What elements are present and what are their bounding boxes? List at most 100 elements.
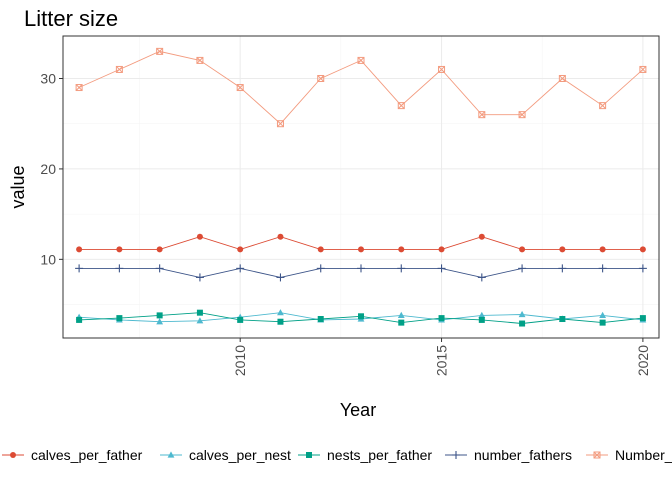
- data-point: [317, 74, 325, 82]
- data-point: [75, 84, 83, 92]
- data-point: [478, 316, 485, 323]
- data-point: [357, 56, 365, 64]
- data-point: [639, 65, 647, 73]
- legend-key-marker: [452, 451, 460, 459]
- data-point: [519, 320, 526, 327]
- data-point: [156, 318, 164, 325]
- data-point: [75, 264, 84, 273]
- data-point: [357, 264, 365, 273]
- data-point: [397, 311, 405, 318]
- data-point: [155, 264, 164, 273]
- data-point: [478, 311, 486, 318]
- x-tick-label: 2010: [232, 345, 248, 376]
- legend-label: calves_per_father: [31, 447, 143, 463]
- data-point: [236, 84, 244, 92]
- data-point: [196, 233, 203, 240]
- data-point: [518, 264, 527, 273]
- data-point: [558, 74, 566, 82]
- data-point: [477, 273, 486, 282]
- data-point: [398, 319, 405, 326]
- data-point: [236, 264, 245, 273]
- data-point: [76, 246, 83, 253]
- data-point: [76, 316, 83, 323]
- data-point: [277, 309, 284, 316]
- data-point: [599, 246, 606, 253]
- y-tick-label: 10: [40, 251, 56, 267]
- data-point: [195, 273, 204, 282]
- x-axis-title: Year: [340, 400, 376, 420]
- data-point: [437, 264, 446, 273]
- data-point: [599, 102, 607, 110]
- data-point: [638, 264, 647, 273]
- legend-item-calves_per_father: calves_per_father: [2, 447, 143, 463]
- data-point: [115, 65, 123, 73]
- data-point: [397, 264, 406, 273]
- data-point: [598, 264, 607, 273]
- data-point: [397, 102, 405, 110]
- data-point: [317, 246, 324, 253]
- x-axis: 2010 2015 2020: [232, 338, 651, 376]
- legend: calves_per_father calves_per_nest nests_pe…: [2, 447, 672, 463]
- data-point: [196, 317, 204, 324]
- data-point: [196, 56, 204, 64]
- x-tick-label: 2015: [434, 345, 450, 376]
- grid-lines: [63, 36, 659, 338]
- legend-label: nests_per_father: [327, 447, 432, 463]
- data-point: [639, 246, 646, 253]
- data-point: [116, 246, 123, 253]
- data-point: [478, 111, 486, 119]
- data-point: [559, 246, 566, 253]
- data-point: [116, 315, 123, 322]
- series-calves_per_father: [76, 233, 646, 253]
- y-axis: 10 20 30: [40, 70, 63, 267]
- data-point: [276, 273, 285, 282]
- series-Number_: [75, 47, 647, 128]
- legend-item-calves_per_nest: calves_per_nest: [160, 447, 291, 463]
- data-point: [276, 120, 284, 128]
- data-point: [518, 111, 526, 119]
- series-layer: [75, 47, 647, 327]
- legend-key-marker: [10, 452, 16, 458]
- y-tick-label: 20: [40, 161, 56, 177]
- legend-label: number_fathers: [474, 447, 572, 463]
- chart-title: Litter size: [24, 6, 118, 31]
- data-point: [639, 315, 646, 322]
- data-point: [316, 264, 325, 273]
- data-point: [115, 264, 124, 273]
- panel-border: [62, 35, 660, 339]
- legend-item-Number_: Number_: [586, 447, 672, 463]
- data-point: [438, 315, 445, 322]
- data-point: [237, 246, 244, 253]
- data-point: [156, 312, 163, 319]
- legend-key-marker: [167, 451, 175, 458]
- legend-key-marker: [306, 452, 312, 458]
- data-point: [277, 233, 284, 240]
- data-point: [156, 246, 163, 253]
- data-point: [559, 316, 566, 323]
- data-point: [317, 316, 324, 323]
- series-number_fathers: [75, 264, 647, 282]
- data-point: [519, 246, 526, 253]
- series-line: [78, 50, 644, 125]
- data-point: [518, 310, 526, 318]
- data-point: [277, 318, 284, 325]
- y-tick-label: 30: [40, 70, 56, 86]
- data-point: [398, 246, 405, 253]
- y-axis-title: value: [8, 165, 28, 208]
- legend-item-nests_per_father: nests_per_father: [298, 447, 432, 463]
- data-point: [438, 246, 445, 253]
- data-point: [237, 316, 244, 323]
- data-point: [358, 246, 364, 253]
- data-point: [156, 47, 164, 55]
- series-nests_per_father: [76, 309, 646, 327]
- data-point: [478, 233, 485, 240]
- legend-label: Number_: [615, 447, 672, 463]
- data-point: [558, 264, 567, 273]
- data-point: [196, 309, 203, 316]
- legend-item-number_fathers: number_fathers: [445, 447, 572, 463]
- data-point: [438, 65, 446, 73]
- data-point: [599, 319, 606, 326]
- legend-key-marker: [593, 451, 601, 459]
- data-point: [358, 313, 364, 320]
